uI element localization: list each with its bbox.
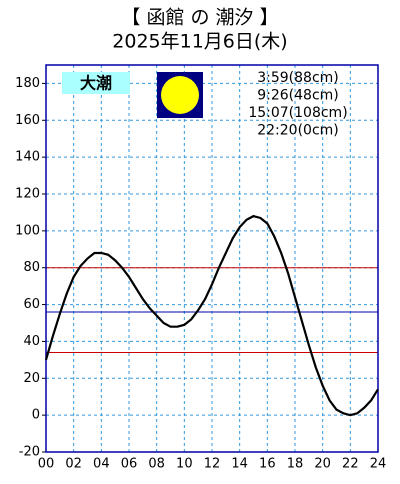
y-tick-label: 100: [15, 223, 40, 238]
x-tick-label: 10: [176, 457, 193, 472]
tide-label-box: [62, 72, 130, 94]
x-tick-label: 08: [148, 457, 165, 472]
tide-time: 22:20(0cm): [257, 123, 339, 139]
x-tick-label: 18: [287, 457, 304, 472]
x-tick-label: 22: [342, 457, 359, 472]
tide-time: 3:59(88cm): [257, 70, 339, 86]
y-tick-label: 80: [23, 260, 40, 275]
x-tick-label: 04: [93, 457, 110, 472]
chart-title: 【 函館 の 潮汐 】: [121, 7, 278, 29]
x-tick-label: 06: [121, 457, 138, 472]
x-tick-label: 12: [204, 457, 221, 472]
y-tick-label: 60: [23, 297, 40, 312]
tide-time: 15:07(108cm): [248, 105, 347, 121]
y-tick-label: 0: [32, 408, 40, 423]
moon: [161, 76, 199, 114]
x-tick-label: 20: [314, 457, 331, 472]
y-tick-label: 120: [15, 187, 40, 202]
tide-time: 9:26(48cm): [257, 88, 339, 104]
chart-subtitle: 2025年11月6日(木): [112, 31, 287, 53]
y-tick-label: 20: [23, 371, 40, 386]
x-tick-label: 14: [231, 457, 248, 472]
tide-curve: [44, 214, 379, 417]
y-tick-label: 40: [23, 334, 40, 349]
x-tick-label: 02: [65, 457, 82, 472]
y-tick-label: -20: [19, 445, 40, 460]
x-tick-label: 00: [38, 457, 55, 472]
x-tick-label: 24: [370, 457, 387, 472]
y-tick-label: 140: [15, 150, 40, 165]
plot-frame: [45, 64, 379, 453]
x-tick-label: 16: [259, 457, 276, 472]
y-tick-label: 180: [15, 76, 40, 91]
tide-label: 大潮: [80, 74, 112, 93]
y-tick-label: 160: [15, 113, 40, 128]
